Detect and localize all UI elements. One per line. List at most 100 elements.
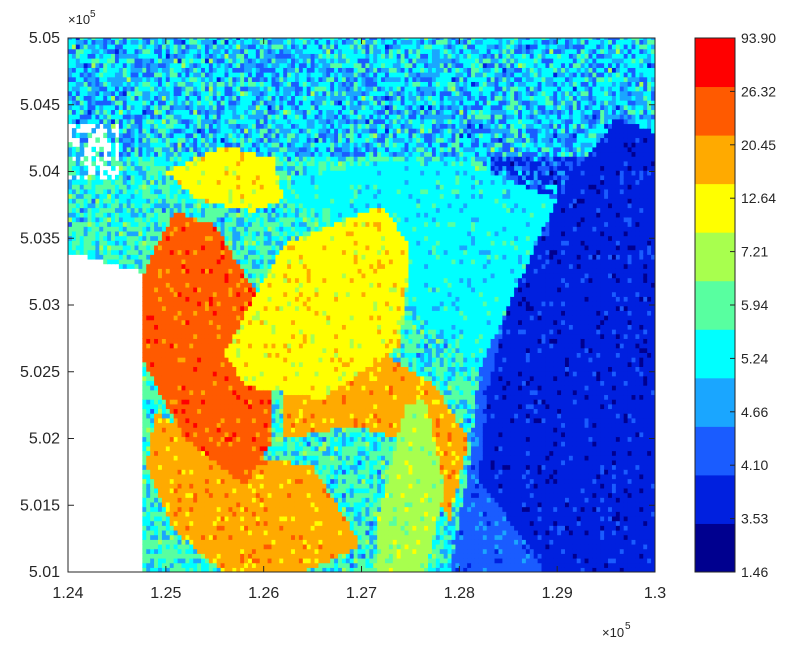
heatmap-cell	[193, 375, 198, 382]
heatmap-cell	[193, 48, 198, 54]
heatmap-cell	[181, 226, 186, 232]
heatmap-cell	[267, 380, 273, 386]
heatmap-cell	[181, 277, 186, 283]
heatmap-cell	[173, 160, 179, 167]
heatmap-cell	[95, 170, 100, 176]
heatmap-cell	[142, 441, 147, 447]
heatmap-cell	[169, 492, 175, 498]
heatmap-cell	[232, 128, 237, 134]
heatmap-cell	[248, 431, 253, 438]
heatmap-cell	[154, 268, 159, 274]
heatmap-cell	[197, 315, 202, 321]
heatmap-cell	[173, 76, 179, 82]
heatmap-cell	[228, 72, 233, 78]
heatmap-cell	[267, 291, 273, 297]
heatmap-cell	[240, 137, 245, 143]
heatmap-cell	[107, 193, 112, 199]
heatmap-cell	[165, 179, 171, 185]
heatmap-cell	[83, 90, 89, 97]
heatmap-cell	[271, 487, 277, 494]
heatmap-cell	[150, 202, 155, 209]
heatmap-cell	[263, 305, 269, 311]
heatmap-cell	[177, 44, 183, 50]
heatmap-cell	[99, 81, 104, 87]
heatmap-cell	[146, 76, 151, 82]
heatmap-cell	[193, 520, 198, 526]
heatmap-cell	[228, 62, 233, 68]
heatmap-cell	[204, 272, 210, 279]
heatmap-cell	[244, 38, 249, 40]
heatmap-cell	[228, 543, 233, 550]
heatmap-cell	[99, 184, 104, 190]
heatmap-cell	[118, 123, 124, 129]
heatmap-cell	[275, 529, 280, 536]
heatmap-cell	[75, 156, 81, 162]
heatmap-cell	[177, 371, 183, 377]
heatmap-cell	[107, 184, 112, 190]
heatmap-cell	[224, 343, 230, 349]
heatmap-cell	[271, 347, 277, 353]
heatmap-cell	[259, 333, 265, 339]
heatmap-cell	[189, 310, 194, 316]
heatmap-cell	[169, 174, 175, 181]
heatmap-cell	[271, 39, 277, 45]
heatmap-cell	[236, 431, 241, 438]
heatmap-cell	[279, 268, 284, 274]
heatmap-cell	[220, 417, 226, 424]
heatmap-cell	[79, 100, 85, 106]
heatmap-cell	[189, 483, 194, 489]
heatmap-cell	[114, 184, 120, 190]
heatmap-cell	[181, 445, 186, 452]
heatmap-cell	[173, 366, 179, 372]
heatmap-cell	[228, 44, 233, 50]
heatmap-cell	[240, 151, 245, 157]
heatmap-cell	[95, 118, 100, 125]
heatmap-cell	[251, 48, 257, 54]
heatmap-cell	[259, 380, 265, 386]
heatmap-cell	[204, 357, 210, 363]
heatmap-cell	[259, 286, 265, 293]
heatmap-cell	[150, 90, 155, 97]
heatmap-cell	[244, 72, 249, 78]
heatmap-cell	[185, 193, 190, 199]
heatmap-cell	[185, 67, 190, 73]
heatmap-cell	[193, 445, 198, 452]
heatmap-cell	[244, 118, 249, 125]
heatmap-cell	[232, 539, 237, 545]
heatmap-cell	[173, 212, 179, 218]
heatmap-cell	[158, 557, 163, 564]
heatmap-cell	[87, 118, 93, 125]
heatmap-cell	[146, 296, 151, 302]
heatmap-cell	[173, 58, 179, 64]
heatmap-cell	[279, 352, 284, 358]
heatmap-cell	[122, 142, 128, 148]
heatmap-cell	[185, 244, 190, 251]
heatmap-cell	[142, 436, 147, 442]
heatmap-cell	[118, 81, 124, 87]
heatmap-cell	[255, 123, 261, 129]
heatmap-cell	[154, 165, 159, 171]
heatmap-cell	[279, 44, 284, 50]
heatmap-cell	[208, 352, 214, 358]
heatmap-cell	[201, 361, 206, 368]
heatmap-cell	[216, 436, 222, 442]
heatmap-cell	[68, 38, 73, 40]
heatmap-cell	[244, 62, 249, 68]
heatmap-cell	[142, 338, 147, 344]
heatmap-cell	[154, 184, 159, 190]
heatmap-cell	[91, 39, 96, 45]
heatmap-cell	[263, 114, 269, 120]
heatmap-cell	[251, 128, 257, 134]
heatmap-cell	[181, 557, 186, 564]
heatmap-cell	[114, 188, 120, 195]
heatmap-cell	[275, 324, 280, 330]
heatmap-cell	[150, 258, 155, 265]
heatmap-cell	[87, 109, 93, 115]
heatmap-cell	[68, 95, 73, 101]
heatmap-cell	[236, 361, 241, 368]
heatmap-cell	[146, 515, 151, 522]
heatmap-cell	[255, 72, 261, 78]
heatmap-cell	[193, 329, 198, 335]
heatmap-cell	[224, 394, 230, 400]
heatmap-cell	[177, 282, 183, 288]
